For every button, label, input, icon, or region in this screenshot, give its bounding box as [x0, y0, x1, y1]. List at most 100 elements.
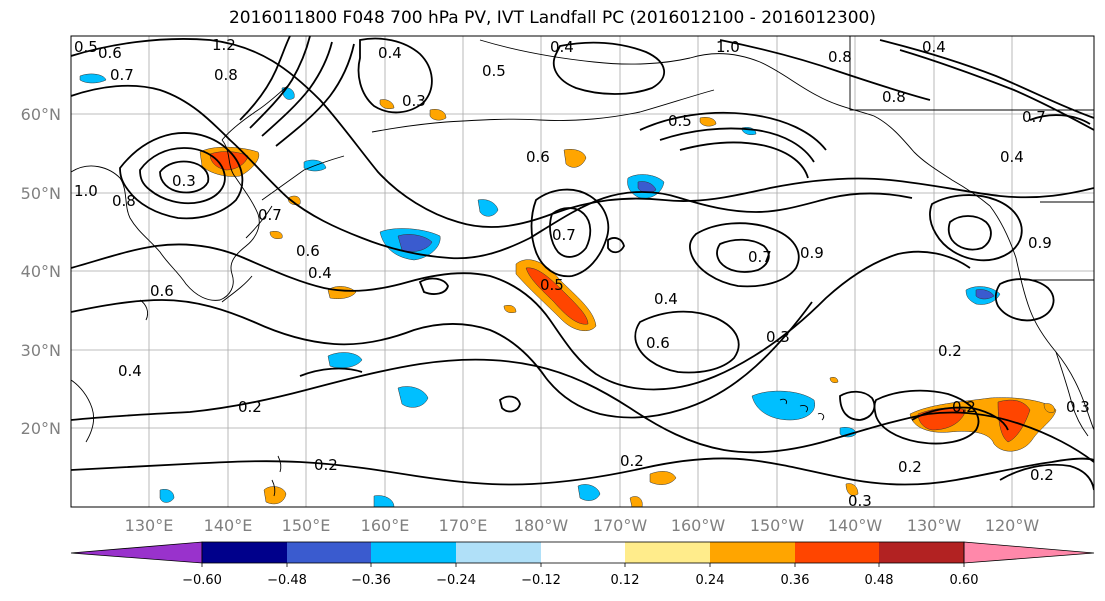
lon-tick-label: 170°E	[439, 516, 488, 535]
contour-label: 0.3	[402, 92, 426, 110]
aleutian-islands	[371, 89, 715, 133]
colorbar-labels: −0.60 −0.48 −0.36 −0.24 −0.12 0.12 0.24 …	[182, 573, 978, 588]
colorbar-segment	[456, 542, 541, 563]
map-panel: 1.2 0.6 0.7 0.5 0.8 0.4 0.3 0.5 0.4 1.0 …	[70, 35, 1095, 510]
contour-label: 0.4	[308, 264, 332, 282]
contour-label: 0.7	[258, 206, 282, 224]
us-border	[1024, 201, 1094, 281]
japan-coast	[221, 205, 273, 303]
kuril-islands	[261, 155, 345, 201]
lon-tick-label: 160°W	[671, 516, 726, 535]
contour-label: 0.5	[540, 276, 564, 294]
lat-tick-label: 60°N	[21, 105, 61, 124]
patch-positive-60n	[563, 149, 587, 168]
colorbar: −0.60 −0.48 −0.36 −0.24 −0.12 0.12 0.24 …	[70, 541, 1095, 588]
lon-tick-label: 120°W	[985, 516, 1040, 535]
northamerica-coast	[989, 205, 1094, 431]
contour-label: 0.6	[526, 148, 550, 166]
contour-label: 0.3	[1066, 398, 1090, 416]
lon-tick-label: 140°W	[828, 516, 883, 535]
contour-label: 0.7	[110, 66, 134, 84]
colorbar-frame	[201, 541, 965, 564]
contour-label: 0.2	[938, 342, 962, 360]
colorbar-tick-label: −0.24	[436, 573, 476, 588]
colorbar-tick-label: 0.48	[865, 573, 894, 588]
colorbar-tick-label: −0.48	[267, 573, 307, 588]
lon-tick-label: 130°W	[907, 516, 962, 535]
contour-label: 0.2	[238, 398, 262, 416]
philippines	[71, 379, 95, 443]
contour-label: 0.4	[1000, 148, 1024, 166]
contour-label: 0.4	[118, 362, 142, 380]
colorbar-extend-min	[70, 541, 203, 564]
contour-label: 0.7	[1022, 108, 1046, 126]
colorbar-ticks	[201, 563, 965, 567]
asia-coast	[71, 139, 260, 301]
contour-label: 0.8	[112, 192, 136, 210]
contour-label: 0.5	[482, 62, 506, 80]
contour-label: 0.8	[214, 66, 238, 84]
colorbar-segment	[541, 542, 625, 563]
lat-tick-label: 30°N	[21, 341, 61, 360]
latitude-tick-labels: 60°N 50°N 40°N 30°N 20°N	[21, 105, 61, 438]
lon-tick-label: 140°E	[204, 516, 253, 535]
lon-tick-label: 150°W	[750, 516, 805, 535]
contour-label: 0.5	[74, 38, 98, 56]
contour-label: 0.2	[952, 398, 976, 416]
colorbar-tick-label: −0.60	[182, 573, 222, 588]
map-frame	[70, 35, 1095, 508]
canada-border	[849, 36, 1094, 111]
contour-label: 0.3	[848, 492, 872, 510]
contour-label: 0.9	[1028, 234, 1052, 252]
colorbar-segment	[371, 542, 456, 563]
contour-label: 1.2	[212, 36, 236, 54]
colorbar-segment	[287, 542, 371, 563]
hawaii	[779, 398, 825, 421]
contour-label: 0.7	[748, 248, 772, 266]
lon-tick-label: 150°E	[282, 516, 331, 535]
alaska-coast	[479, 39, 991, 207]
lon-tick-label: 180°W	[514, 516, 569, 535]
lat-tick-label: 50°N	[21, 184, 61, 203]
pc-fill-patches	[79, 73, 1057, 507]
contour-labels: 1.2 0.6 0.7 0.5 0.8 0.4 0.3 0.5 0.4 1.0 …	[74, 36, 1090, 510]
contour-label: 0.2	[898, 458, 922, 476]
lat-tick-label: 40°N	[21, 262, 61, 281]
colorbar-segment	[710, 542, 795, 563]
contour-label: 0.4	[378, 44, 402, 62]
contour-label: 0.2	[1030, 466, 1054, 484]
kamchatka-coast	[221, 83, 291, 141]
colorbar-segment	[879, 542, 964, 563]
colorbar-extend-max	[963, 541, 1095, 564]
colorbar-segment	[625, 542, 710, 563]
colorbar-tick-label: 0.36	[781, 573, 810, 588]
contour-label: 0.8	[882, 88, 906, 106]
lon-tick-label: 170°W	[593, 516, 648, 535]
lon-tick-label: 160°E	[361, 516, 410, 535]
colorbar-segment	[795, 542, 879, 563]
taiwan	[139, 299, 149, 321]
contour-label: 0.6	[98, 44, 122, 62]
baja-coast	[1055, 351, 1089, 437]
contour-label: 0.3	[766, 328, 790, 346]
longitude-tick-labels: 130°E 140°E 150°E 160°E 170°E 180°W 170°…	[125, 516, 1040, 535]
lon-tick-label: 130°E	[125, 516, 174, 535]
contour-label: 0.8	[828, 48, 852, 66]
contour-label: 0.2	[620, 452, 644, 470]
pv-contours	[71, 36, 1094, 491]
contour-label: 1.0	[74, 182, 98, 200]
contour-label: 0.5	[668, 112, 692, 130]
contour-label: 0.3	[172, 172, 196, 190]
contour-label: 0.6	[150, 282, 174, 300]
contour-label: 0.4	[550, 38, 574, 56]
contour-label: 0.9	[800, 244, 824, 262]
colorbar-tick-label: −0.36	[351, 573, 391, 588]
lat-tick-label: 20°N	[21, 419, 61, 438]
colorbar-tick-label: 0.12	[611, 573, 640, 588]
contour-label: 0.4	[922, 38, 946, 56]
contour-label: 0.6	[296, 242, 320, 260]
colorbar-tick-label: −0.12	[521, 573, 561, 588]
patch-negative-20n	[751, 390, 816, 421]
colorbar-tick-label: 0.60	[950, 573, 979, 588]
